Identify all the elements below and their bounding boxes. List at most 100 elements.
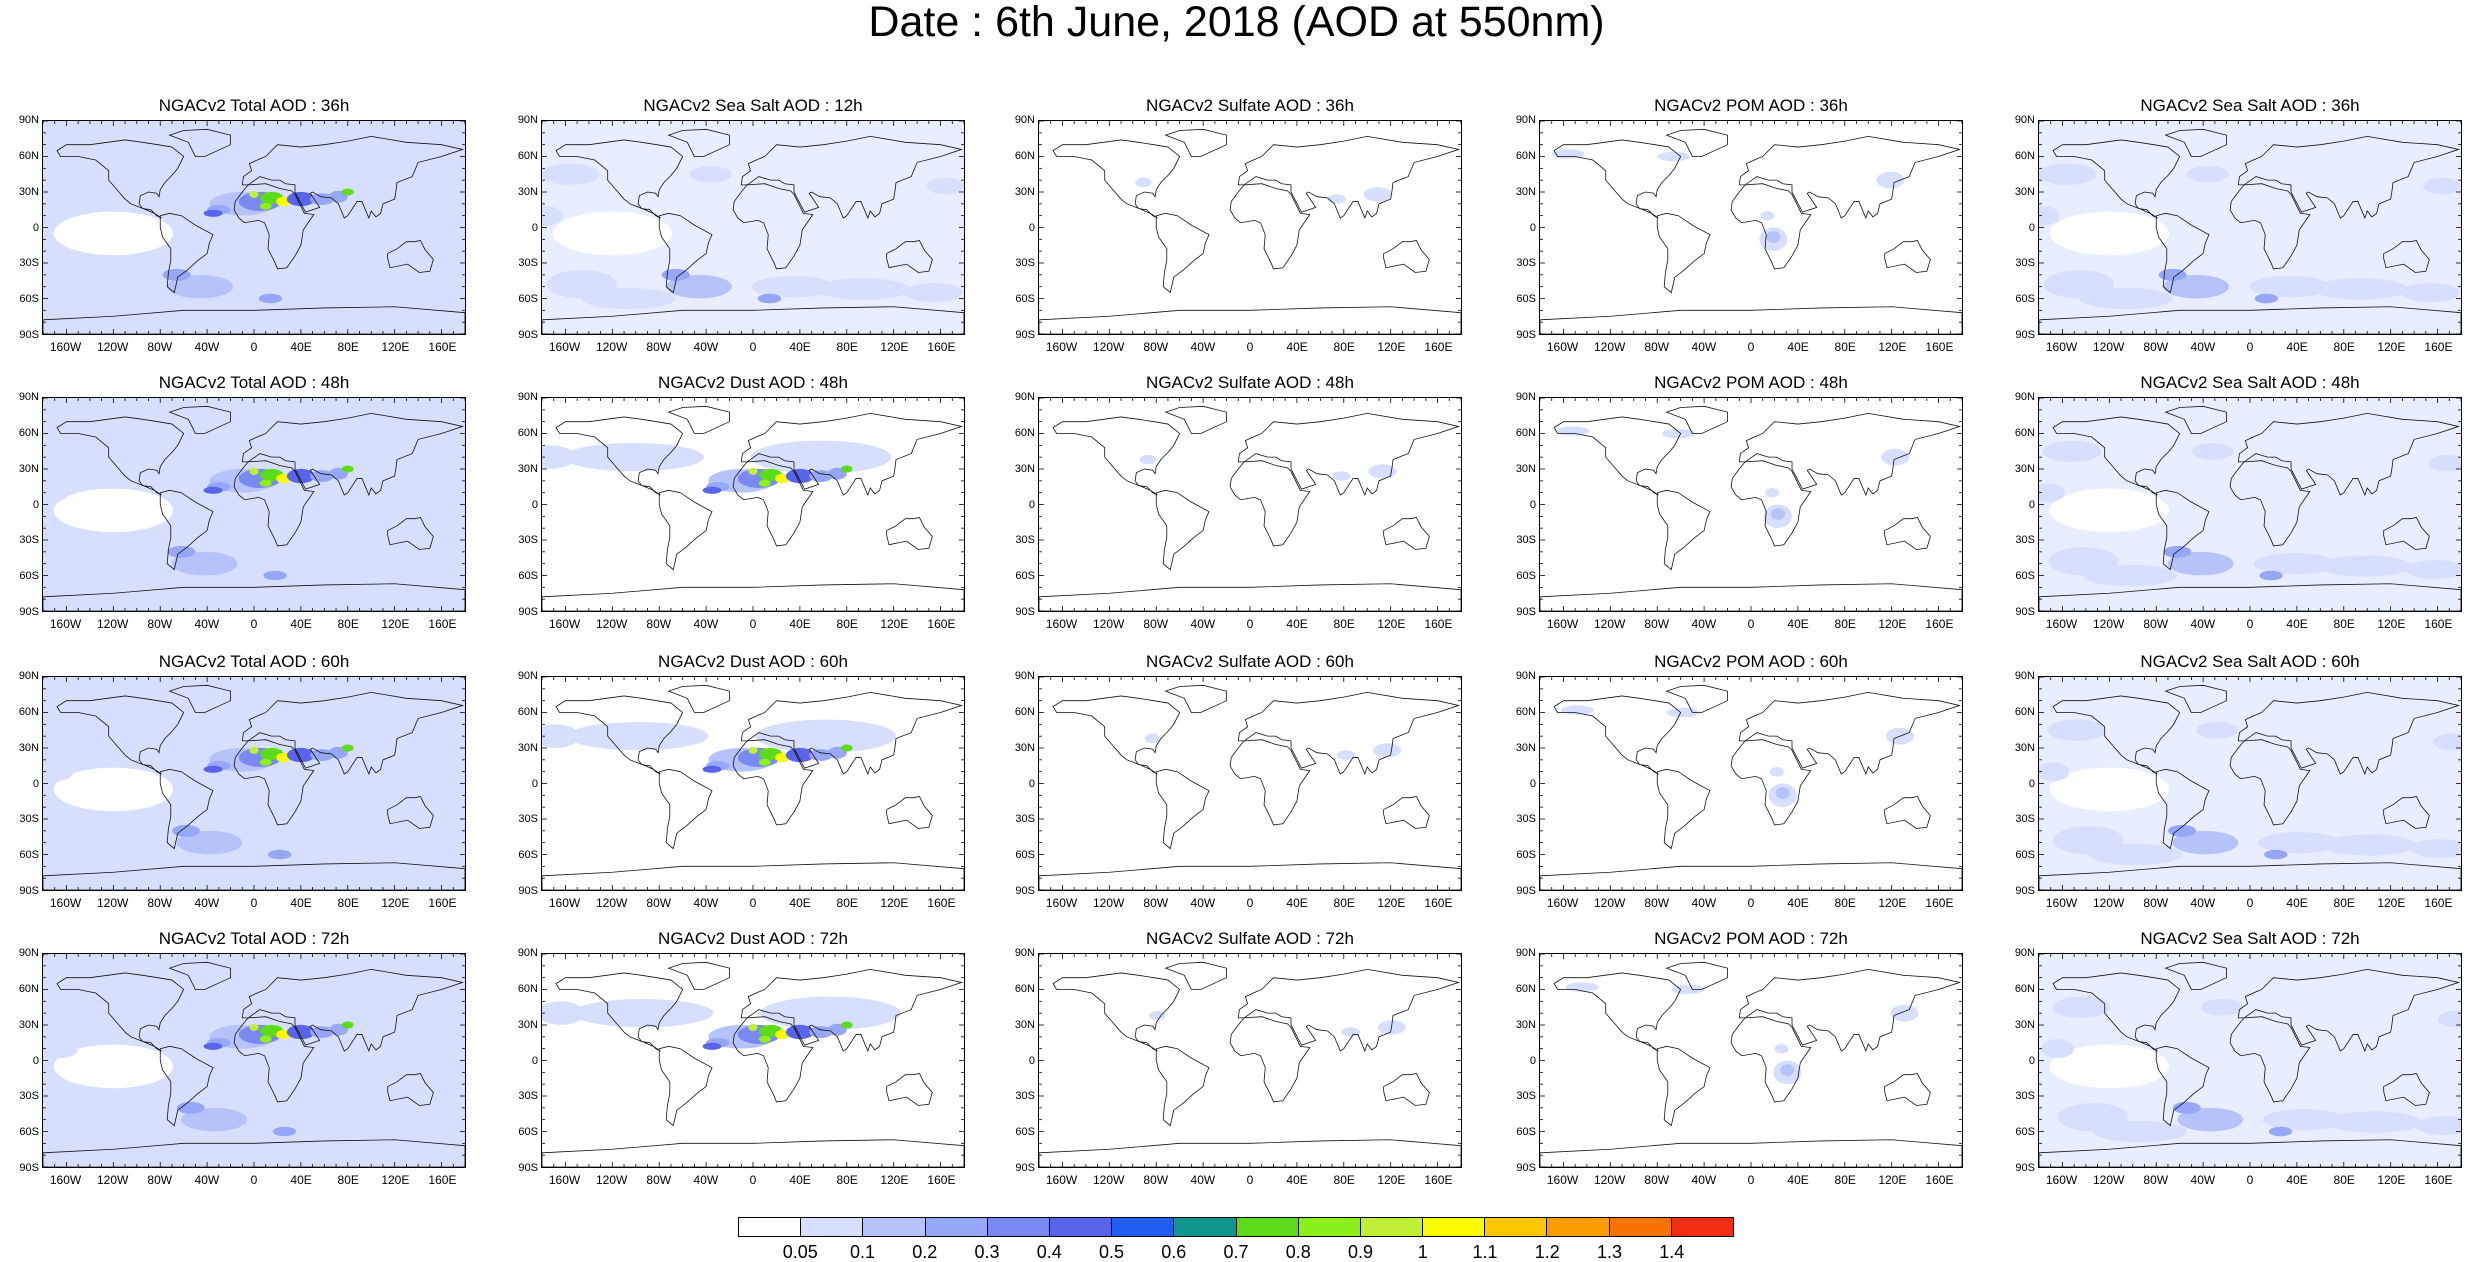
coastline: [1884, 240, 1931, 273]
aod-region: [2200, 998, 2243, 1016]
aod-region: [43, 762, 74, 782]
colorbar-level-label: 0.6: [1161, 1242, 1187, 1262]
longitude-label: 120E: [2377, 340, 2406, 354]
longitude-label: 160W: [1045, 1173, 1078, 1187]
longitude-label: 160E: [927, 617, 956, 631]
map-plot: [2039, 398, 2461, 611]
longitude-label: 160E: [428, 1173, 457, 1187]
axis-ticks: [542, 121, 964, 334]
panel-title: NGACv2 Sulfate AOD : 48h: [1146, 373, 1354, 392]
coastline: [886, 517, 933, 550]
latitude-label: 60S: [1015, 1126, 1035, 1139]
aod-region: [2158, 268, 2187, 281]
coastline: [542, 583, 964, 611]
latitude-label: 60S: [2015, 849, 2035, 862]
axis-ticks: [1039, 121, 1461, 334]
aod-region: [441, 1010, 465, 1028]
map-plot: [542, 121, 964, 334]
latitude-label: 60S: [1516, 293, 1536, 306]
panel-title: NGACv2 POM AOD : 72h: [1654, 929, 1848, 948]
map-plot: [1039, 121, 1461, 334]
longitude-label: 120W: [595, 340, 628, 354]
latitude-label: 90S: [19, 885, 39, 897]
aod-region: [567, 721, 709, 751]
panel-title: NGACv2 Sulfate AOD : 36h: [1146, 96, 1354, 115]
aod-region: [2039, 483, 2065, 503]
coastline: [1540, 306, 1962, 334]
aod-map-panel: [541, 676, 965, 891]
longitude-label: 40W: [1190, 896, 1216, 910]
axis-ticks: [43, 954, 465, 1167]
coastline: [1237, 412, 1461, 497]
latitude-label: 90N: [2014, 670, 2035, 682]
coastline: [2039, 862, 2461, 890]
map-plot: [43, 954, 465, 1167]
longitude-label: 120E: [1377, 617, 1406, 631]
aod-map-panel: [541, 953, 965, 1168]
panel-title: NGACv2 Sulfate AOD : 72h: [1146, 929, 1354, 948]
coastline: [1665, 961, 1728, 990]
longitude-label: 120E: [2377, 617, 2406, 631]
aod-region: [82, 287, 177, 310]
coastline: [1383, 240, 1430, 273]
aod-region: [171, 824, 201, 837]
aod-region: [840, 744, 853, 752]
aod-region: [43, 483, 69, 503]
longitude-label: 40W: [1190, 1173, 1216, 1187]
longitude-label: 40E: [1787, 1173, 1809, 1187]
aod-region: [1661, 428, 1695, 439]
colorbar-swatch: [1049, 1218, 1113, 1236]
longitude-label: 160E: [428, 340, 457, 354]
aod-region: [1561, 705, 1594, 715]
longitude-label: 40E: [789, 1173, 811, 1187]
longitude-label: 0: [250, 340, 258, 354]
aod-region: [46, 440, 106, 462]
aod-map-panel: [1539, 397, 1963, 612]
coastline: [658, 768, 713, 850]
latitude-label: 90S: [1516, 885, 1536, 897]
aod-region: [2254, 293, 2279, 304]
map-plot: [2039, 677, 2461, 890]
aod-region: [167, 274, 233, 299]
latitude-label: 30S: [19, 1090, 39, 1103]
latitude-label: 60N: [18, 982, 39, 995]
coastline: [732, 460, 814, 547]
latitude-label: 90S: [1015, 606, 1035, 618]
aod-region: [204, 998, 247, 1016]
aod-region: [1780, 1064, 1795, 1076]
longitude-label: 160E: [1925, 896, 1954, 910]
coastline: [233, 460, 315, 547]
latitude-label: 30N: [517, 741, 538, 754]
colorbar-level-label: 1.3: [1596, 1242, 1623, 1262]
coastline: [667, 684, 730, 713]
aod-region: [2083, 564, 2178, 587]
longitude-label: 120E: [2377, 896, 2406, 910]
longitude-label: 40W: [194, 896, 220, 910]
longitude-label: 80W: [2143, 340, 2169, 354]
aod-region: [286, 191, 315, 207]
colorbar-level-label: 1.2: [1534, 1242, 1560, 1262]
colorbar-level-label: 0.9: [1347, 1242, 1374, 1262]
coastline: [1155, 1045, 1210, 1127]
longitude-label: 80W: [147, 340, 173, 354]
longitude-label: 80W: [646, 1173, 672, 1187]
coastline: [1540, 1139, 1962, 1167]
longitude-label: 120W: [595, 617, 628, 631]
aod-region: [758, 479, 771, 487]
map-plot: [1540, 954, 1962, 1167]
axis-ticks: [43, 121, 465, 334]
latitude-label: 30N: [18, 1018, 39, 1031]
panel-title: NGACv2 Sulfate AOD : 60h: [1146, 652, 1354, 671]
longitude-label: 120E: [1878, 340, 1907, 354]
coastline: [1039, 583, 1461, 611]
aod-region: [775, 752, 790, 763]
longitude-label: 160E: [2424, 617, 2453, 631]
latitude-label: 0: [531, 221, 538, 234]
longitude-label: 120W: [96, 1173, 129, 1187]
colorbar-swatch: [801, 1218, 864, 1236]
longitude-label: 40W: [1190, 340, 1216, 354]
aod-region: [432, 454, 465, 472]
aod-region: [2268, 1126, 2293, 1137]
aod-region: [759, 996, 901, 1030]
clean-air-region: [53, 488, 174, 533]
